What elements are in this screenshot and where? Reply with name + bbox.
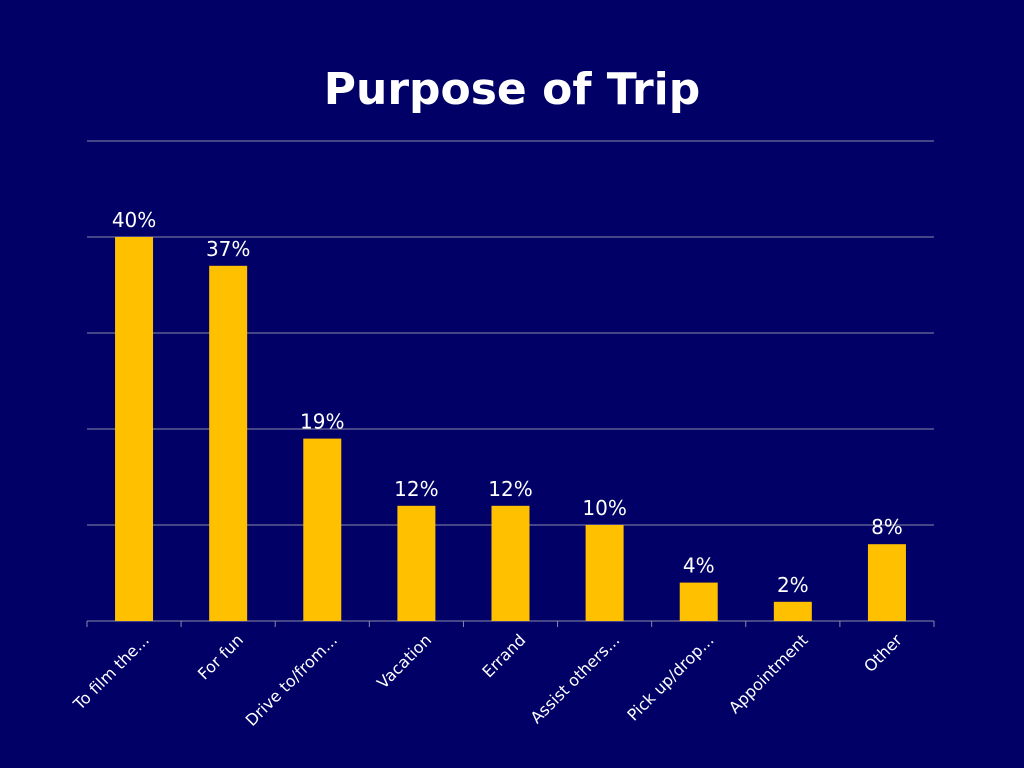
bar bbox=[209, 265, 248, 621]
bar bbox=[867, 544, 906, 621]
data-label: 40% bbox=[112, 208, 156, 232]
bar bbox=[115, 237, 154, 621]
bar bbox=[773, 601, 812, 621]
x-tick-label: To film the... bbox=[69, 630, 153, 714]
data-label: 19% bbox=[300, 410, 344, 434]
data-label: 2% bbox=[777, 573, 809, 597]
data-labels: 40% 37% 19% 12% 12% 10% 4% 2% 8% bbox=[112, 208, 903, 597]
bar bbox=[303, 438, 342, 621]
data-label: 8% bbox=[871, 515, 903, 539]
bar bbox=[585, 525, 624, 621]
data-label: 12% bbox=[488, 477, 532, 501]
bar bbox=[397, 505, 436, 621]
x-tick-label: Other bbox=[860, 630, 906, 676]
x-tick-label: Appointment bbox=[725, 630, 812, 717]
x-tick-label: For fun bbox=[194, 630, 247, 683]
x-tick-label: Errand bbox=[478, 630, 529, 681]
x-tick-label: Pick up/drop... bbox=[623, 630, 717, 724]
bar bbox=[491, 505, 530, 621]
data-label: 37% bbox=[206, 237, 250, 261]
x-tick-label: Drive to/from... bbox=[242, 630, 341, 729]
chart-title: Purpose of Trip bbox=[323, 64, 701, 115]
bars bbox=[115, 237, 906, 621]
data-label: 12% bbox=[394, 477, 438, 501]
data-label: 4% bbox=[683, 554, 715, 578]
x-tick-label: Assist others... bbox=[527, 630, 624, 727]
data-label: 10% bbox=[582, 496, 626, 520]
x-tick-label: Vacation bbox=[373, 630, 435, 692]
bar bbox=[679, 582, 718, 621]
